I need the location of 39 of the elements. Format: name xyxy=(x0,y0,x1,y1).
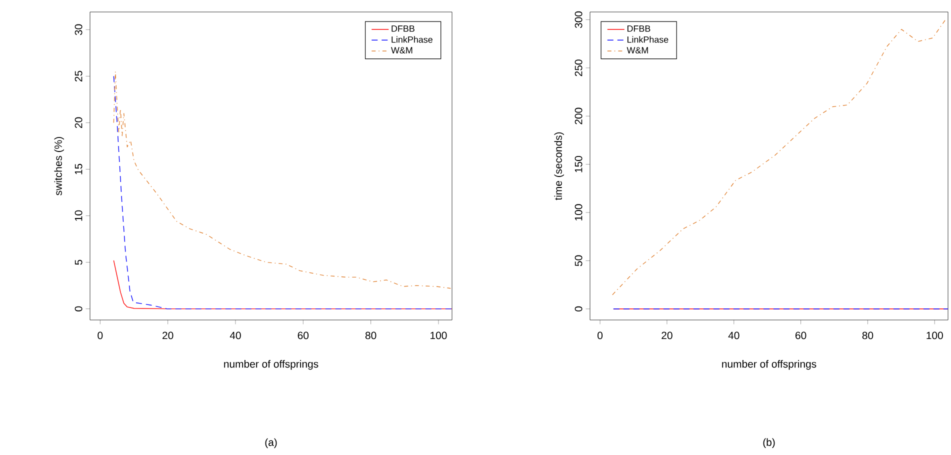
y-tick-label: 25 xyxy=(74,70,82,82)
x-tick-label: 20 xyxy=(162,332,174,340)
x-tick-label: 100 xyxy=(430,332,447,340)
x-tick-label: 0 xyxy=(98,332,103,340)
y-tick-label: 0 xyxy=(74,306,82,312)
x-tick-label: 80 xyxy=(862,332,874,340)
line-series xyxy=(612,18,948,296)
legend-label: DFBB xyxy=(627,26,650,32)
y-tick-label: 20 xyxy=(74,117,82,128)
x-tick-label: 0 xyxy=(598,332,603,340)
y-tick-label: 50 xyxy=(574,255,582,266)
y-axis-title: time (seconds) xyxy=(554,132,564,200)
y-tick-label: 10 xyxy=(74,210,82,221)
x-tick-label: 80 xyxy=(365,332,376,340)
text: (b) xyxy=(763,438,775,448)
y-axis-title: switches (%) xyxy=(54,137,64,196)
y-tick-label: 300 xyxy=(574,11,582,28)
y-tick-label: 150 xyxy=(574,156,582,172)
text: (a) xyxy=(265,438,277,448)
legend-label: W&M xyxy=(626,47,648,54)
y-tick-label: 5 xyxy=(74,260,82,265)
x-tick-label: 40 xyxy=(728,332,740,340)
x-axis-title: number of offsprings xyxy=(224,360,318,370)
y-tick-label: 30 xyxy=(74,24,82,36)
x-tick-label: 20 xyxy=(662,332,672,340)
legend-label: LinkPhase xyxy=(392,36,432,43)
y-tick-label: 200 xyxy=(574,108,582,124)
x-tick-label: 60 xyxy=(298,332,309,340)
x-tick-label: 100 xyxy=(926,332,943,340)
y-tick-label: 250 xyxy=(574,60,582,76)
y-tick-label: 0 xyxy=(574,306,582,312)
y-tick-label: 15 xyxy=(74,164,82,174)
legend-label: LinkPhase xyxy=(627,36,668,43)
x-tick-label: 40 xyxy=(230,332,241,340)
y-tick-label: 100 xyxy=(574,204,582,220)
x-axis-title: number of offsprings xyxy=(722,360,816,370)
legend-label: DFBB xyxy=(392,26,414,32)
legend-label: W&M xyxy=(391,47,412,54)
x-tick-label: 60 xyxy=(796,332,806,340)
